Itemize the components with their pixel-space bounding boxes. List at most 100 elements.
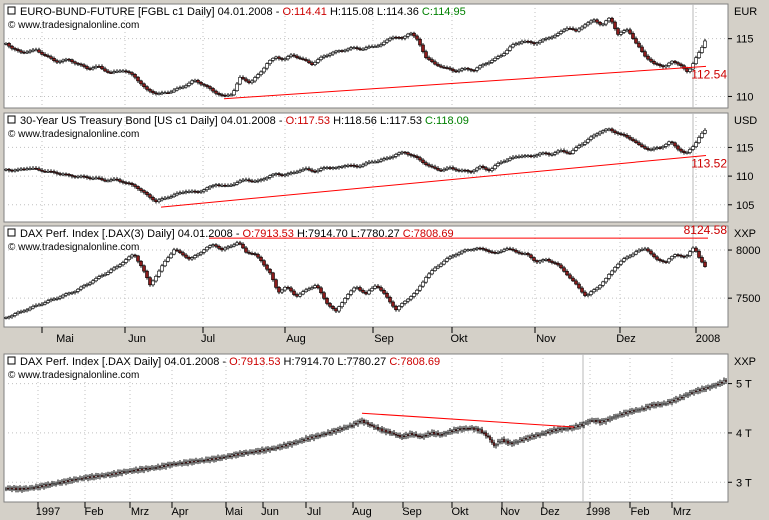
candle-body: [13, 313, 17, 316]
candle-body: [405, 434, 408, 438]
candle-body: [445, 167, 449, 170]
candle-body: [611, 417, 614, 420]
candle-body: [57, 482, 60, 484]
candle-body: [655, 404, 658, 406]
candle-body: [349, 425, 352, 427]
y-tick-label: 7500: [736, 293, 760, 305]
candle-body: [247, 80, 251, 84]
candle-body: [664, 65, 668, 68]
candle-body: [453, 429, 456, 432]
candle-body: [325, 433, 328, 436]
candle-body: [382, 41, 386, 45]
candle-body: [28, 168, 32, 170]
candle-body: [487, 435, 490, 438]
candle-body: [265, 63, 269, 69]
candle-body: [523, 40, 527, 43]
x-tick-label: Dez: [616, 333, 636, 345]
candle-body: [687, 393, 690, 396]
candle-body: [484, 248, 488, 251]
candle-body: [631, 33, 635, 39]
candle-body: [112, 71, 116, 74]
candle-body: [585, 422, 588, 425]
candle-body: [256, 180, 260, 182]
candle-body: [305, 437, 308, 441]
candle-body: [685, 255, 689, 258]
candle-body: [397, 152, 401, 155]
candle-body: [509, 442, 512, 444]
candle-body: [67, 58, 71, 61]
candle-body: [394, 154, 398, 157]
candle-body: [421, 44, 425, 52]
candle-body: [539, 433, 542, 436]
candle-body: [280, 174, 284, 176]
candle-body: [40, 169, 44, 172]
candle-body: [532, 42, 536, 45]
candle-body: [106, 70, 110, 73]
candle-body: [181, 252, 185, 256]
candle-body: [581, 424, 584, 426]
candle-body: [389, 431, 392, 434]
candle-body: [254, 450, 257, 453]
candle-body: [442, 66, 446, 69]
x-tick-label: Jul: [307, 506, 321, 518]
candle-body: [667, 258, 671, 263]
candle-body: [655, 147, 659, 149]
candle-body: [613, 21, 617, 29]
candle-body: [91, 67, 95, 70]
candle-body: [265, 264, 269, 270]
candle-body: [40, 51, 44, 55]
candle-body: [499, 161, 503, 164]
candle-body: [607, 274, 611, 279]
candle-body: [211, 244, 215, 247]
candle-body: [367, 161, 371, 164]
candle-body: [112, 178, 116, 181]
candle-body: [295, 294, 299, 297]
candle-body: [361, 48, 365, 51]
candle-body: [703, 40, 707, 48]
candle-body: [12, 487, 15, 490]
candle-body: [707, 387, 710, 389]
candle-body: [307, 168, 311, 171]
candle-body: [265, 177, 269, 180]
candle-body: [460, 250, 464, 254]
candle-body: [556, 262, 560, 266]
candle-body: [37, 486, 40, 488]
candle-body: [236, 453, 239, 456]
candle-body: [132, 469, 135, 472]
candle-body: [70, 174, 74, 177]
candle-body: [511, 442, 514, 445]
candle-body: [328, 167, 332, 169]
candle-body: [34, 305, 38, 307]
candle-body: [502, 53, 506, 56]
candle-body: [76, 175, 80, 178]
candle-body: [610, 17, 614, 23]
candle-body: [723, 380, 726, 384]
candle-body: [451, 167, 455, 170]
candle-body: [154, 199, 158, 202]
candle-body: [553, 152, 557, 155]
candle-body: [157, 199, 161, 202]
candle-body: [190, 190, 194, 193]
candle-body: [120, 471, 123, 474]
chart-header: DAX Perf. Index [.DAX(3) Daily] 04.01.20…: [20, 228, 454, 240]
candle-body: [505, 248, 509, 251]
candle-body: [676, 145, 680, 150]
candle-body: [222, 456, 225, 459]
candle-body: [91, 280, 95, 284]
candle-body: [699, 389, 702, 391]
candle-body: [577, 425, 580, 428]
candle-body: [136, 76, 140, 82]
candle-body: [67, 292, 71, 295]
candle-body: [341, 428, 344, 430]
candle-body: [293, 442, 296, 445]
candle-body: [340, 50, 344, 52]
candle-body: [523, 155, 527, 158]
candle-body: [502, 249, 506, 252]
candle-body: [423, 434, 426, 437]
candle-body: [223, 184, 227, 187]
candle-body: [529, 155, 533, 158]
candle-body: [417, 435, 420, 437]
candle-body: [85, 176, 89, 178]
candle-body: [449, 430, 452, 433]
candle-body: [403, 300, 407, 304]
